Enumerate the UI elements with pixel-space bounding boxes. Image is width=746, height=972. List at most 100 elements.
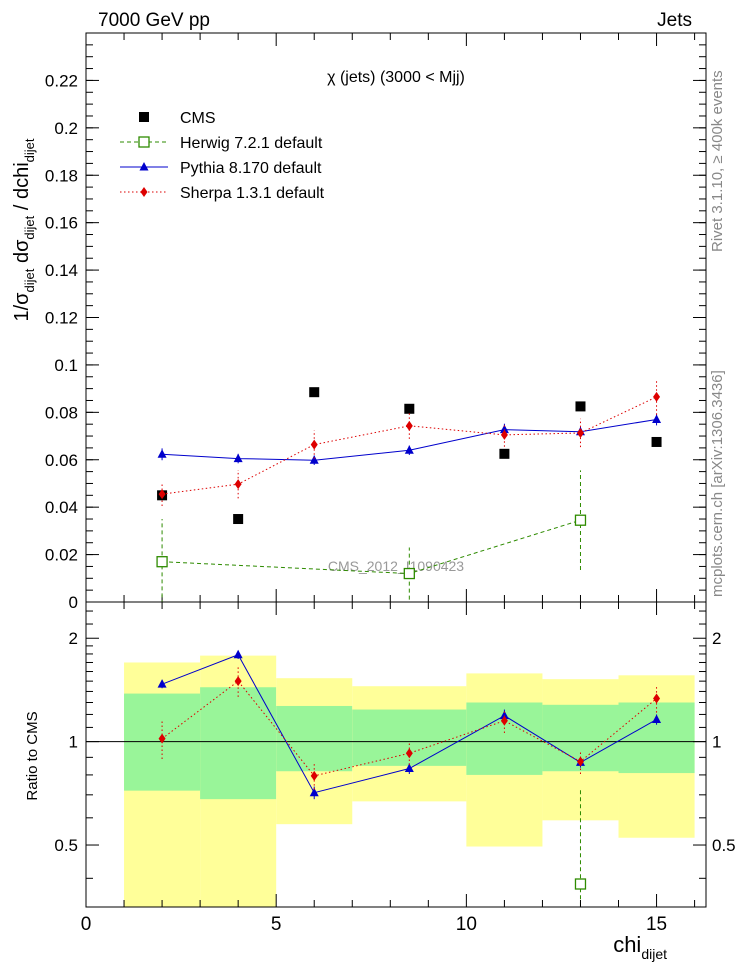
- mcplots-label: mcplots.cern.ch [arXiv:1306.3436]: [709, 370, 726, 597]
- data-point: [310, 439, 318, 450]
- ratio-y-tick-label: 1: [69, 733, 78, 752]
- data-point: [404, 763, 414, 773]
- watermark-label: CMS_2012_I1090423: [328, 558, 464, 574]
- main-y-tick-label: 0.1: [54, 356, 78, 375]
- ratio-y-tick-label-right: 2: [712, 629, 721, 648]
- main-y-tick-label: 0.04: [45, 498, 78, 517]
- chart-title: χ (jets) (3000 < Mjj): [327, 69, 465, 86]
- data-point: [157, 449, 167, 458]
- main-series-sherpa-1-3-1-default: [158, 379, 661, 506]
- ratio-plot-frame: [85, 601, 707, 908]
- main-y-tick-labels: 0 0.02 0.04 0.06 0.08 0.1 0.12 0.14 0.16 0.18 0.2 0…: [45, 71, 78, 612]
- data-point: [234, 676, 242, 687]
- data-point: [310, 770, 318, 781]
- data-point: [653, 391, 661, 402]
- data-point: [499, 448, 510, 459]
- legend-marker: [139, 112, 149, 122]
- data-point: [651, 436, 662, 447]
- ylabel-sub-2: dijet: [22, 215, 37, 239]
- data-point: [233, 649, 243, 659]
- data-point: [574, 514, 587, 526]
- main-y-tick-label: 0.22: [45, 71, 78, 90]
- inner-uncertainty-band: [276, 705, 353, 772]
- legend-marker: [138, 136, 150, 148]
- ratio-y-tick-label-right: 1: [712, 733, 721, 752]
- ratio-y-tick-label: 0.5: [54, 836, 78, 855]
- x-tick-label: 0: [81, 914, 92, 935]
- header-process-label: Jets: [657, 10, 692, 31]
- data-point: [500, 429, 508, 440]
- data-point: [500, 715, 508, 726]
- data-point: [403, 567, 415, 580]
- legend-label: CMS: [180, 110, 216, 127]
- ratio-series-sherpa-1-3-1-default: [158, 666, 661, 790]
- main-series-group: [156, 379, 662, 602]
- inner-uncertainty-band: [200, 687, 277, 800]
- ratio-axis-ticks: [85, 602, 706, 907]
- main-y-tick-label: 0.02: [45, 546, 78, 565]
- legend: CMS Herwig 7.2.1 default Pythia 8.170 defa…: [120, 110, 325, 202]
- main-y-tick-label: 0: [69, 593, 78, 612]
- legend-marker: [140, 187, 148, 197]
- xlabel-base: chi: [613, 932, 641, 957]
- data-point: [309, 387, 320, 398]
- main-y-tick-label: 0.12: [45, 309, 78, 328]
- ratio-tick-labels: 0.5 0.5 1 1 2 2 0 5 10 15: [54, 629, 735, 935]
- ratio-y-axis-label: Ratio to CMS: [24, 711, 41, 800]
- data-point: [405, 748, 413, 759]
- legend-item-sherpa-1-3-1-default: Sherpa 1.3.1 default: [120, 185, 325, 202]
- ylabel-sub-1: dijet: [22, 268, 37, 292]
- main-y-tick-label: 0.08: [45, 403, 78, 422]
- ylabel-part-3: / dchi: [11, 162, 33, 215]
- main-y-tick-label: 0.06: [45, 451, 78, 470]
- main-y-tick-label: 0.16: [45, 214, 78, 233]
- xlabel-sub: dijet: [641, 946, 667, 962]
- legend-item-herwig-7-2-1-default: Herwig 7.2.1 default: [120, 135, 323, 152]
- main-y-tick-label: 0.14: [45, 261, 78, 280]
- inner-uncertainty-band: [618, 702, 695, 774]
- ylabel-part-2: dσ: [11, 239, 33, 269]
- data-point: [158, 489, 166, 500]
- data-point: [404, 445, 414, 454]
- legend-marker: [139, 162, 149, 171]
- ratio-series-herwig-7-2-1-default: [574, 789, 587, 907]
- data-point: [575, 401, 586, 412]
- header-energy-label: 7000 GeV pp: [98, 10, 210, 31]
- data-point: [499, 424, 509, 434]
- x-tick-label: 15: [646, 914, 667, 935]
- ratio-y-tick-label-right: 0.5: [712, 836, 736, 855]
- legend-label: Pythia 8.170 default: [180, 160, 322, 177]
- data-point: [574, 878, 587, 890]
- ratio-series-group: [157, 649, 662, 907]
- uncertainty-bands: [124, 655, 695, 907]
- main-plot-panel: 0 0.02 0.04 0.06 0.08 0.1 0.12 0.14 0.16 0.18 0.2 0…: [11, 32, 707, 612]
- legend-label: Herwig 7.2.1 default: [180, 135, 323, 152]
- data-point: [309, 455, 319, 464]
- data-point: [576, 427, 584, 438]
- ylabel-sub-3: dijet: [22, 138, 37, 162]
- data-point: [405, 420, 413, 431]
- data-point: [157, 679, 167, 688]
- data-point: [234, 479, 242, 490]
- data-point: [156, 556, 168, 568]
- main-series-herwig-7-2-1-default: [156, 470, 587, 602]
- legend-item-cms: CMS: [139, 110, 216, 127]
- x-axis-label: chidijet: [613, 932, 667, 962]
- data-point: [653, 693, 661, 704]
- data-point: [309, 787, 319, 797]
- legend-label: Sherpa 1.3.1 default: [180, 185, 325, 202]
- data-point: [576, 756, 584, 767]
- data-point: [233, 453, 243, 463]
- main-y-tick-label: 0.2: [54, 119, 78, 138]
- legend-item-pythia-8-170-default: Pythia 8.170 default: [120, 160, 322, 177]
- main-y-tick-label: 0.18: [45, 166, 78, 185]
- x-tick-label: 10: [456, 914, 477, 935]
- x-tick-label: 5: [271, 914, 282, 935]
- main-y-axis-label: 1/σdijet dσdijet / dchidijet: [11, 138, 37, 321]
- data-point: [158, 733, 166, 744]
- ratio-y-tick-label: 2: [69, 629, 78, 648]
- data-point: [652, 414, 662, 423]
- ratio-plot-panel: 0.5 0.5 1 1 2 2 0 5 10 15 Ratio to CMS chidijet: [24, 601, 736, 962]
- data-point: [652, 714, 662, 723]
